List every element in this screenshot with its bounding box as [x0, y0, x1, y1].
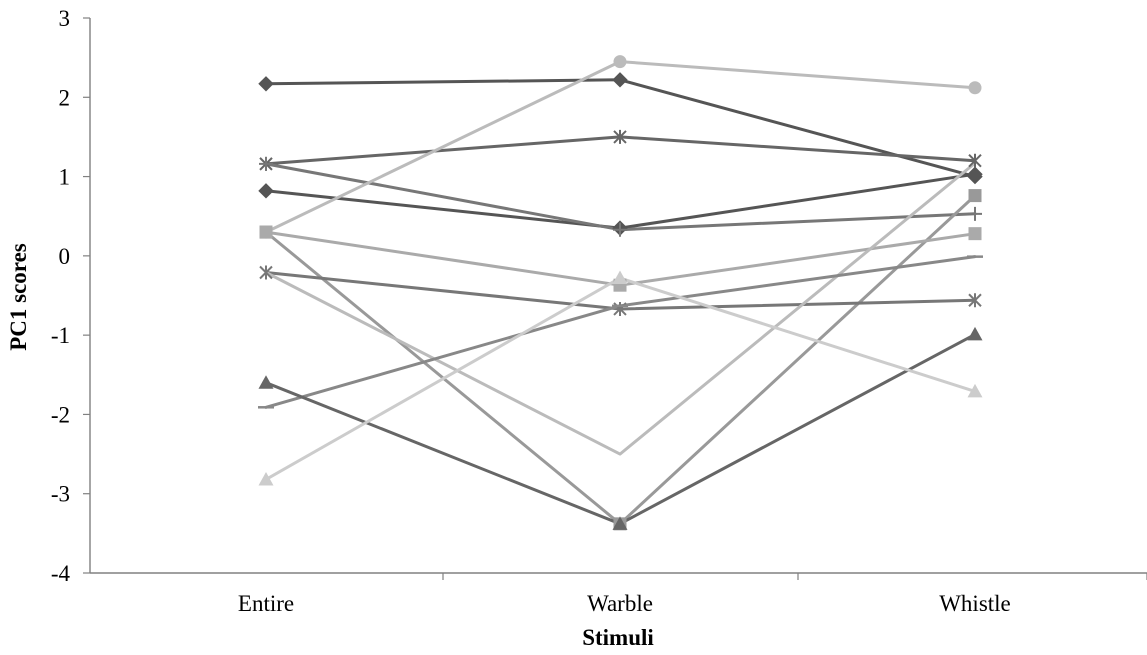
data-point-12-1: [258, 471, 274, 486]
series-line-6: [264, 194, 977, 526]
data-point-7-3: [968, 227, 982, 241]
y-tick-label: -2: [51, 402, 70, 427]
y-ticks: 3 2 1 0 -1 -2 -3 -4: [51, 6, 90, 586]
y-tick-label: 1: [59, 165, 71, 190]
y-tick-label: -1: [51, 323, 70, 348]
y-tick-label: 2: [59, 85, 71, 110]
data-point-1-1: [258, 76, 274, 92]
series-markers: [258, 55, 983, 531]
series-line-11: [264, 332, 977, 526]
series-line-4: [264, 162, 977, 232]
data-point-5-3: [968, 81, 982, 95]
x-tick-label: Warble: [587, 591, 653, 616]
data-point-4-1: [259, 156, 273, 171]
series-line-9: [264, 161, 977, 456]
data-point-5-2: [613, 55, 627, 69]
data-point-4-3: [968, 206, 982, 221]
data-point-12-2: [612, 270, 628, 285]
y-axis-title: PC1 scores: [6, 243, 31, 351]
data-point-2-1: [258, 183, 274, 199]
data-point-3-3: [968, 153, 982, 168]
x-tick-label: Whistle: [939, 591, 1011, 616]
data-point-11-2: [612, 516, 628, 530]
x-ticks: Entire Warble Whistle: [238, 573, 1147, 616]
y-tick-label: -3: [51, 482, 70, 507]
data-point-2-3: [967, 166, 983, 182]
data-point-3-2: [613, 129, 627, 144]
y-tick-label: -4: [51, 561, 71, 586]
axes: [89, 18, 1147, 574]
y-tick-label: 3: [59, 6, 71, 31]
data-point-8-1: [259, 265, 273, 280]
x-tick-label: Entire: [238, 591, 294, 616]
data-point-11-1: [258, 375, 274, 389]
data-point-11-3: [967, 326, 983, 341]
data-point-8-3: [968, 293, 982, 308]
data-point-1-2: [612, 72, 628, 88]
x-axis-title: Stimuli: [582, 625, 654, 650]
data-point-6-3: [968, 189, 982, 203]
data-point-7-1: [259, 225, 273, 239]
series-line-1: [264, 78, 977, 179]
data-point-12-3: [967, 383, 983, 398]
data-point-4-2: [613, 222, 627, 237]
y-tick-label: 0: [59, 244, 71, 269]
